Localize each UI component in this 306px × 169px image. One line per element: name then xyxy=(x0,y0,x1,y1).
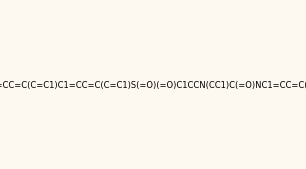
Text: COCC1=CC=C(C=C1)C1=CC=C(C=C1)S(=O)(=O)C1CCN(CC1)C(=O)NC1=CC=C(CC)C=C1: COCC1=CC=C(C=C1)C1=CC=C(C=C1)S(=O)(=O)C1… xyxy=(0,81,306,90)
